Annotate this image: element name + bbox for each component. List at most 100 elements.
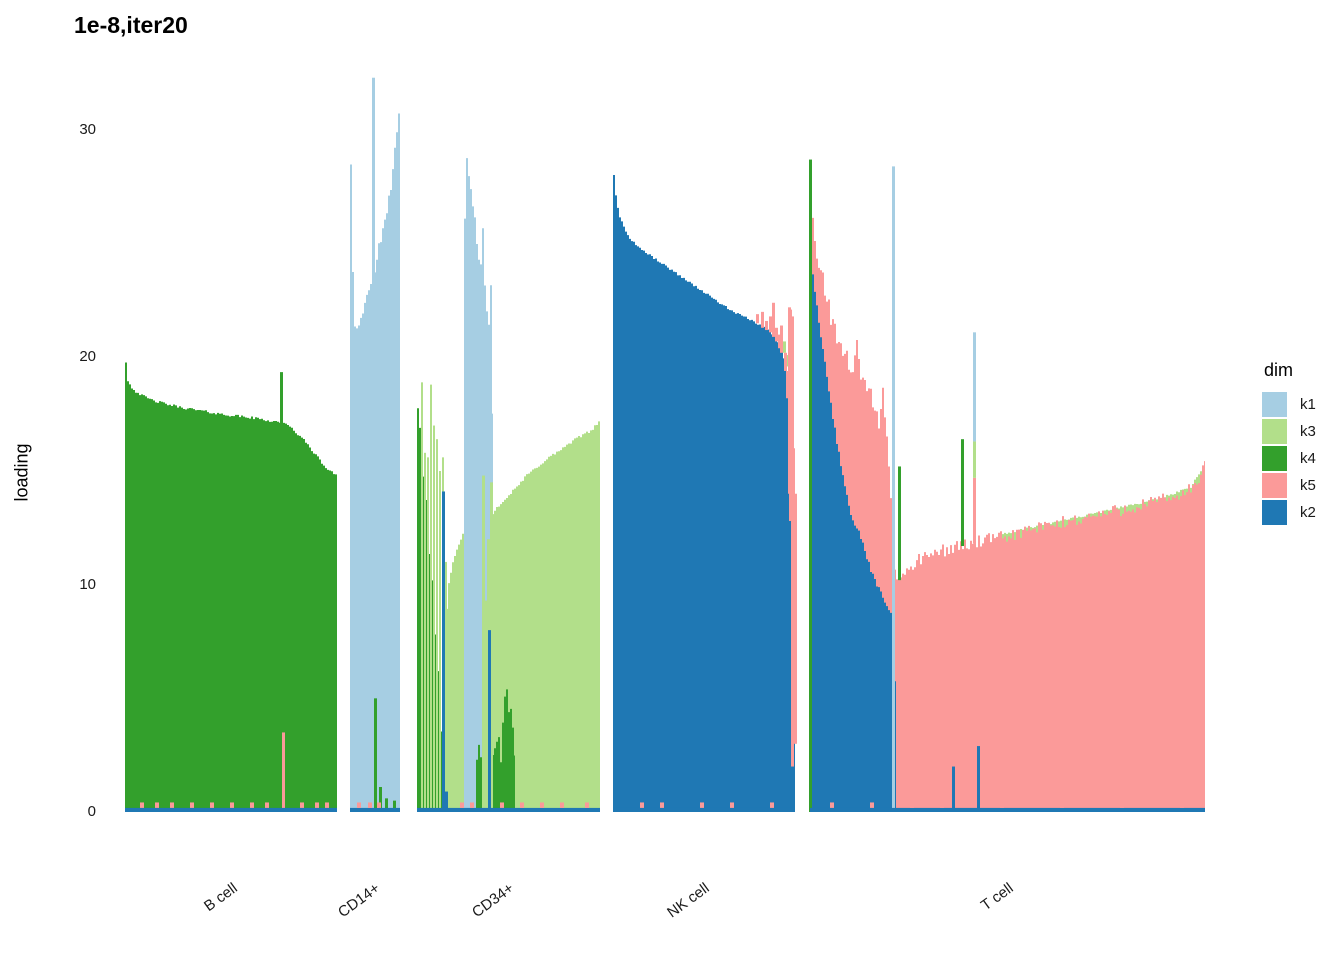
- bar-segment: [786, 370, 789, 399]
- bar-segment: [368, 802, 372, 808]
- loading-area-k4: [125, 362, 337, 812]
- legend-entry-k2: k2: [1262, 499, 1316, 526]
- bar-segment: [379, 786, 382, 812]
- legend-label-k1: k1: [1300, 396, 1316, 413]
- bar-segment: [961, 439, 964, 547]
- bar-segment: [439, 471, 441, 812]
- y-tick-label-30: 30: [79, 121, 96, 138]
- bar-segment: [482, 475, 485, 812]
- bar-segment: [940, 802, 944, 808]
- bar-segment: [585, 802, 589, 808]
- bar-segment: [783, 341, 786, 353]
- bar-segment: [775, 327, 778, 342]
- bar-segment: [488, 630, 491, 812]
- bar-segment: [1120, 802, 1124, 808]
- legend-swatch-k3: [1262, 419, 1287, 444]
- bar-segment: [700, 802, 704, 808]
- bar-segment: [433, 425, 435, 812]
- bar-segment: [265, 802, 269, 808]
- bar-segment: [784, 352, 787, 371]
- bar-segment: [761, 311, 764, 328]
- bar-segment: [1180, 802, 1184, 808]
- bar-segment: [430, 384, 432, 812]
- bar-segment: [350, 807, 400, 812]
- bar-segment: [870, 802, 874, 808]
- bar-segment: [190, 802, 194, 808]
- bar-segment: [973, 332, 976, 442]
- bar-segment: [640, 802, 644, 808]
- legend-label-k3: k3: [1300, 423, 1316, 440]
- bar-segment: [769, 316, 772, 333]
- legend-label-k4: k4: [1300, 450, 1316, 467]
- bar-segment: [560, 802, 564, 808]
- bar-segment: [500, 802, 504, 808]
- bar-segment: [357, 802, 361, 808]
- bar-segment: [794, 493, 797, 744]
- y-tick-label-20: 20: [79, 348, 96, 366]
- bar-segment: [210, 802, 214, 808]
- bar-segment: [952, 766, 955, 812]
- bar-segment: [250, 802, 254, 808]
- bar-segment: [810, 807, 1205, 812]
- bar-segment: [772, 302, 775, 337]
- legend-swatch-k5: [1262, 473, 1287, 498]
- bar-segment: [421, 382, 423, 812]
- legend-entry-k1: k1: [1262, 391, 1316, 418]
- bar-segment: [385, 798, 388, 812]
- bar-segment: [540, 802, 544, 808]
- bar-segment: [1000, 802, 1004, 808]
- bar-segment: [155, 802, 159, 808]
- bar-segment: [520, 802, 524, 808]
- bar-segment: [792, 448, 795, 631]
- bar-segment: [973, 441, 976, 478]
- bar-segment: [778, 334, 781, 349]
- y-axis-title: loading: [11, 443, 32, 502]
- bar-segment: [300, 802, 304, 808]
- bar-segment: [445, 791, 448, 812]
- bar-segment: [417, 807, 600, 812]
- bar-segment: [442, 491, 445, 812]
- legend-title: dim: [1264, 360, 1294, 380]
- bar-segment: [377, 802, 381, 808]
- bar-segment: [977, 746, 980, 812]
- y-tick-label-10: 10: [79, 575, 96, 593]
- bar-segment: [282, 732, 285, 812]
- bar-segment: [660, 802, 664, 808]
- bar-segment: [393, 800, 396, 812]
- bar-segment: [756, 314, 759, 324]
- legend-entry-k5: k5: [1262, 472, 1316, 499]
- bar-segment: [436, 439, 438, 812]
- bar-segment: [460, 802, 464, 808]
- bar-segment: [470, 802, 474, 808]
- loading-area-k2: [613, 175, 795, 812]
- bar-segment: [809, 159, 812, 813]
- legend-swatch-k2: [1262, 500, 1287, 525]
- bar-segment: [770, 802, 774, 808]
- bar-segment: [892, 166, 895, 812]
- legend: dim k1 k3 k4 k5 k2: [1262, 360, 1316, 526]
- bar-segment: [424, 452, 426, 812]
- bar-segment: [374, 698, 377, 812]
- chart-title: 1e-8,iter20: [74, 12, 188, 38]
- loading-area-k2: [810, 252, 896, 812]
- bar-segment: [315, 802, 319, 808]
- loading-area-k5: [810, 217, 1205, 813]
- bar-segment: [910, 802, 914, 808]
- bar-segment: [898, 466, 901, 581]
- bar-segment: [125, 807, 337, 812]
- bar-segment: [789, 309, 792, 522]
- bar-segment: [427, 457, 429, 812]
- bar-segment: [780, 325, 783, 353]
- legend-swatch-k4: [1262, 446, 1287, 471]
- legend-label-k2: k2: [1300, 504, 1316, 521]
- legend-entry-k4: k4: [1262, 445, 1316, 472]
- legend-entry-k3: k3: [1262, 418, 1316, 445]
- bar-segment: [230, 802, 234, 808]
- bar-segment: [830, 802, 834, 808]
- legend-swatch-k1: [1262, 392, 1287, 417]
- bar-segment: [973, 477, 976, 544]
- bar-segment: [485, 600, 488, 812]
- bar-segment: [280, 372, 283, 812]
